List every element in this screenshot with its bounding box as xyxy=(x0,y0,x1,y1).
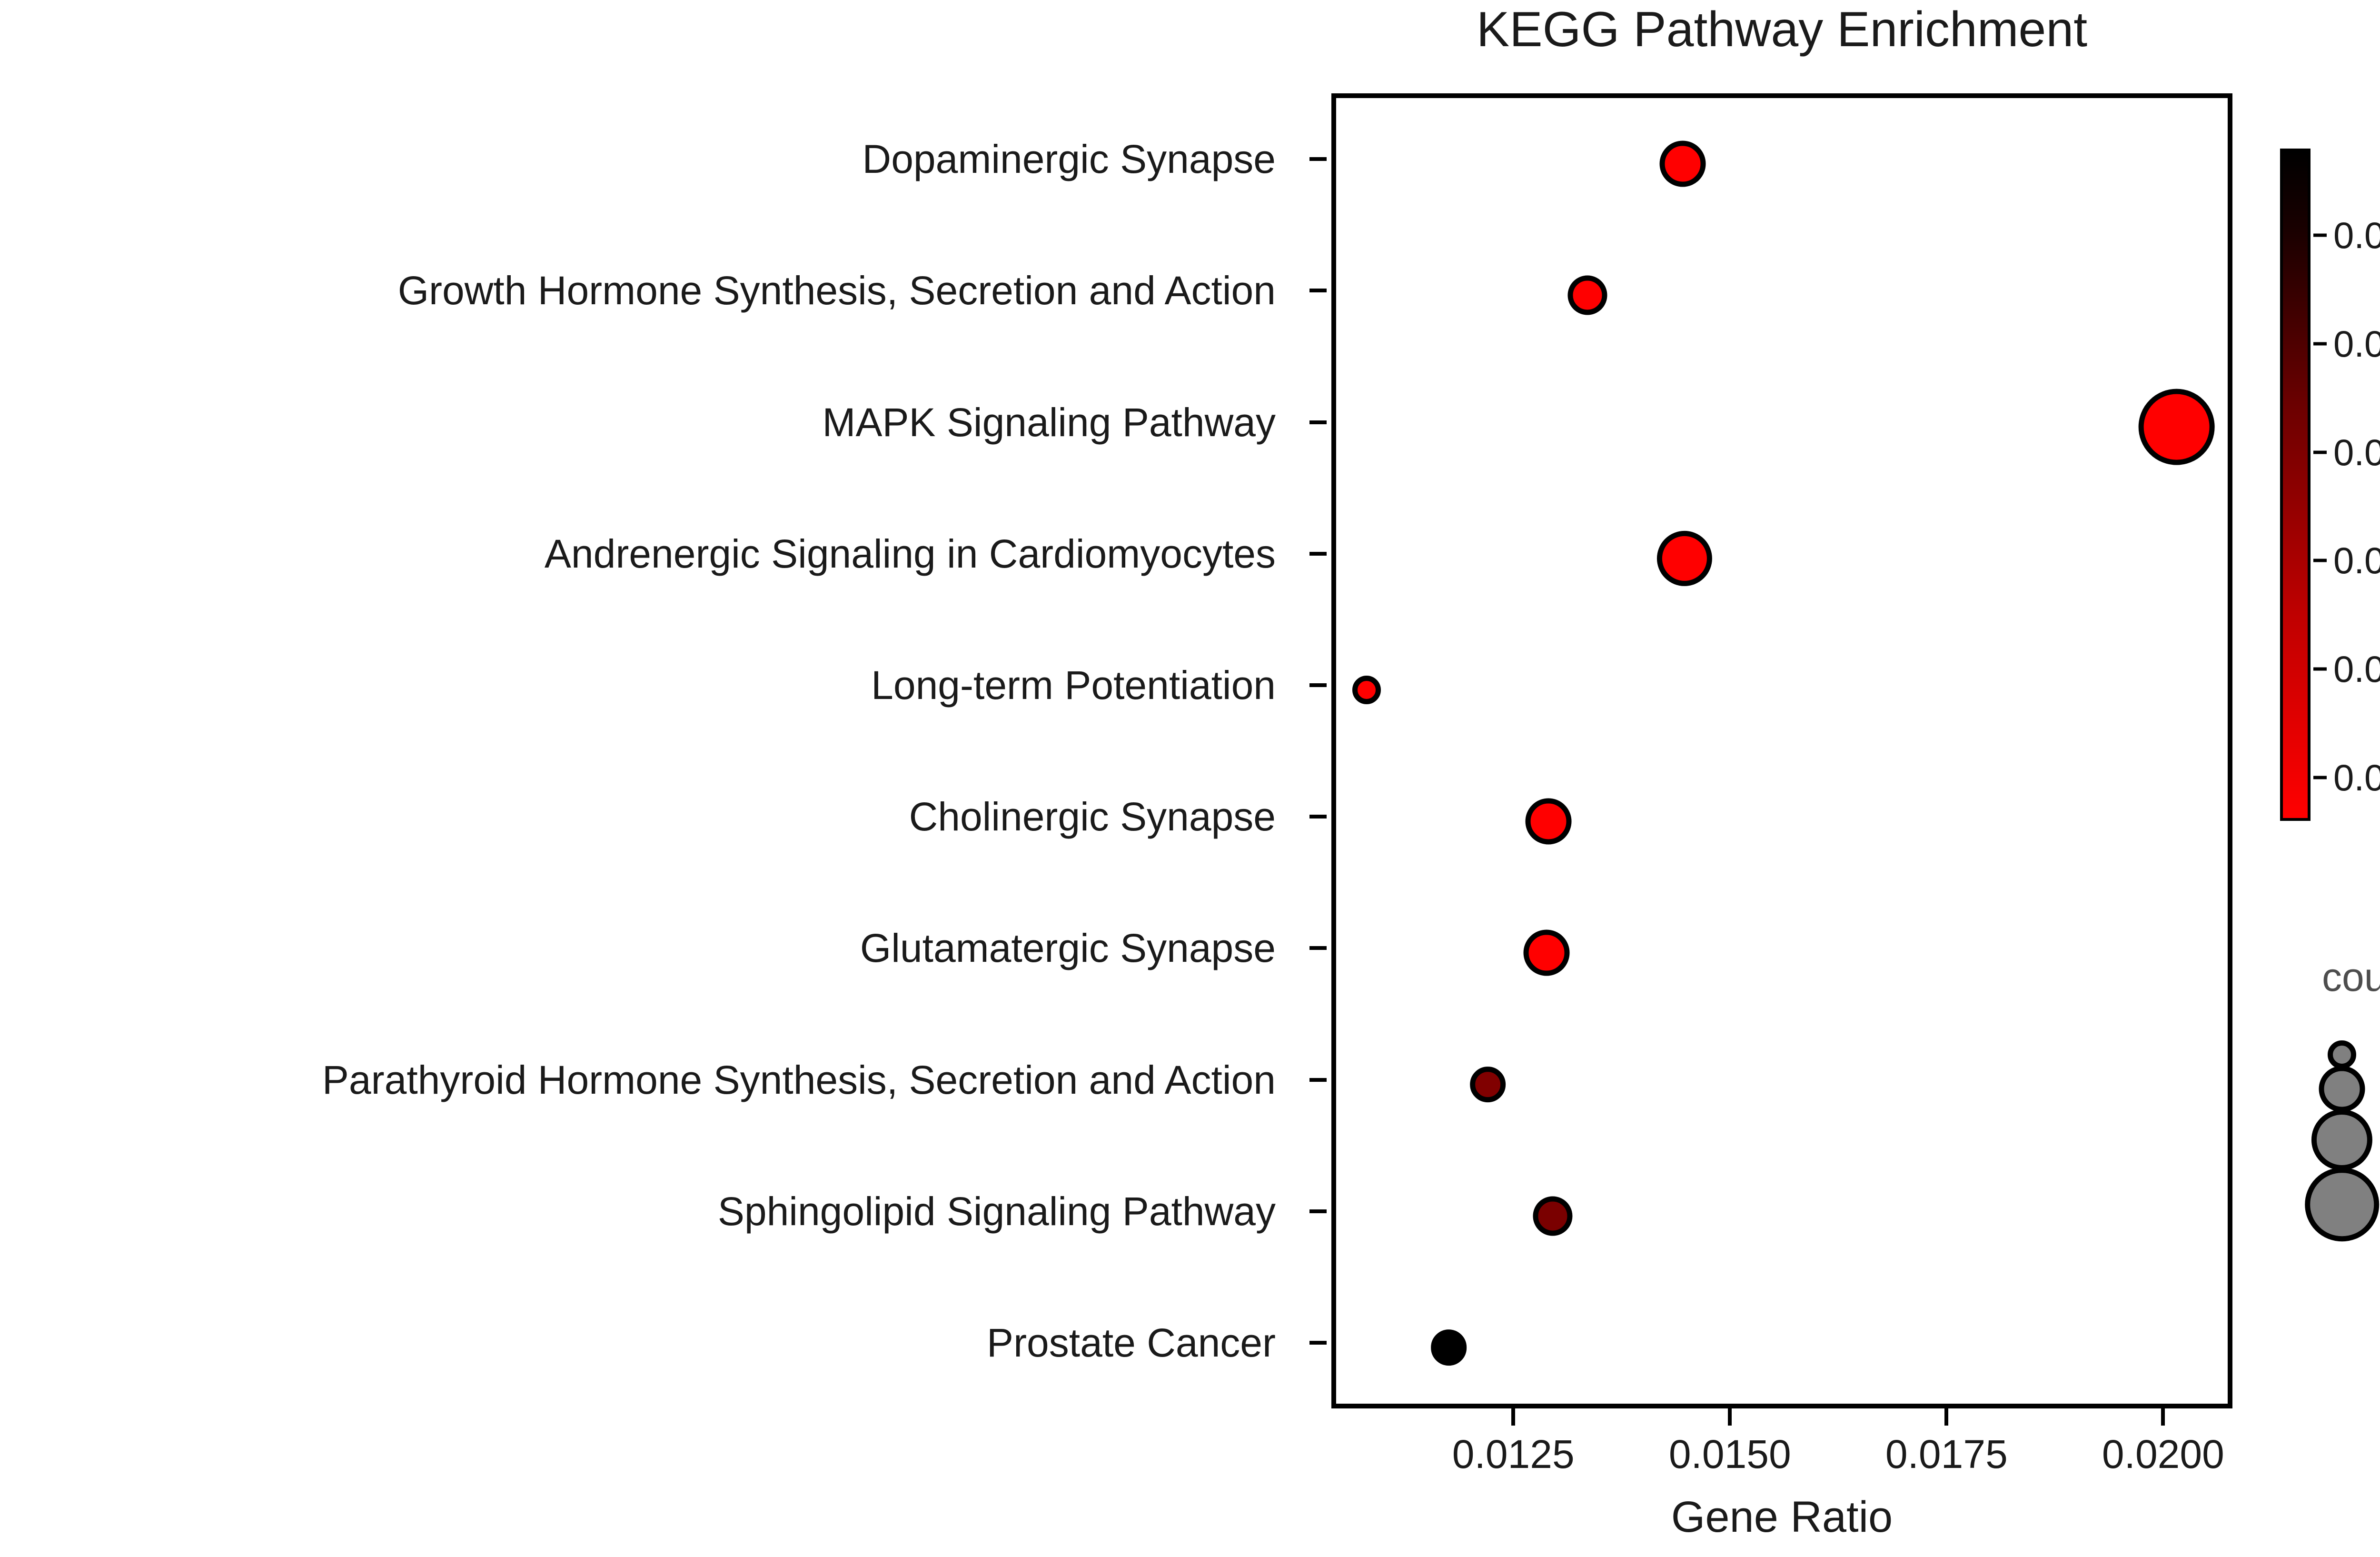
x-axis-tick xyxy=(1511,1408,1516,1426)
scatter-point[interactable] xyxy=(1533,1196,1573,1236)
size-legend-title: count xyxy=(2322,955,2380,999)
scatter-point[interactable] xyxy=(1656,530,1712,586)
size-legend-swatch xyxy=(2311,1109,2373,1171)
colorbar-gradient xyxy=(2280,149,2311,821)
colorbar-tick xyxy=(2313,450,2327,454)
colorbar-tick-label: 0.015 xyxy=(2333,756,2380,798)
chart-title: KEGG Pathway Enrichment xyxy=(1476,2,2088,57)
y-axis-label: Cholinergic Synapse xyxy=(909,794,1276,839)
scatter-point[interactable] xyxy=(1659,140,1706,187)
y-axis-label: Dopaminergic Synapse xyxy=(862,137,1276,182)
scatter-point[interactable] xyxy=(1469,1066,1506,1103)
colorbar-tick xyxy=(2313,233,2327,237)
y-axis-tick xyxy=(1309,289,1327,293)
y-axis-label: MAPK Signaling Pathway xyxy=(822,399,1276,445)
colorbar-tick-label: 0.018 xyxy=(2333,431,2380,473)
colorbar-tick-label: 0.016 xyxy=(2333,648,2380,690)
size-legend-swatch xyxy=(2328,1040,2356,1069)
scatter-point[interactable] xyxy=(1430,1329,1467,1366)
y-axis-tick xyxy=(1309,815,1327,819)
y-axis-tick xyxy=(1309,1209,1327,1213)
y-axis-tick xyxy=(1309,157,1327,161)
colorbar-tick-label: 0.019 xyxy=(2333,322,2380,365)
colorbar-tick-label: 0.020 xyxy=(2333,214,2380,257)
size-legend-swatch xyxy=(2305,1168,2379,1242)
colorbar-legend xyxy=(2280,149,2311,821)
x-axis-tick-label: 0.0125 xyxy=(1452,1432,1575,1477)
size-legend: count 10152025 xyxy=(2266,957,2380,1290)
scatter-points-layer xyxy=(1336,98,2228,1404)
size-legend-swatch xyxy=(2319,1066,2365,1112)
y-axis-label: Prostate Cancer xyxy=(987,1320,1276,1365)
scatter-point[interactable] xyxy=(2138,389,2215,465)
y-axis-tick xyxy=(1309,946,1327,950)
y-axis-label: Growth Hormone Synthesis, Secretion and … xyxy=(397,268,1276,313)
colorbar-tick xyxy=(2313,559,2327,562)
x-axis-title: Gene Ratio xyxy=(1671,1493,1893,1541)
y-axis-label: Long-term Potentiation xyxy=(871,662,1276,708)
colorbar-tick xyxy=(2313,342,2327,346)
x-axis-tick xyxy=(2161,1408,2165,1426)
y-axis-labels: Dopaminergic Synapse Growth Hormone Synth… xyxy=(0,93,1304,1408)
x-axis-tick xyxy=(1944,1408,1949,1426)
y-axis-tick xyxy=(1309,683,1327,687)
x-axis-tick xyxy=(1728,1408,1732,1426)
x-axis-tick-label: 0.0150 xyxy=(1668,1432,1791,1477)
y-axis-label: Sphingolipid Signaling Pathway xyxy=(717,1188,1276,1234)
scatter-point[interactable] xyxy=(1523,929,1570,976)
scatter-point[interactable] xyxy=(1567,275,1607,315)
y-axis-tick xyxy=(1309,1340,1327,1345)
y-axis-tick xyxy=(1309,551,1327,556)
y-axis-label: Parathyroid Hormone Synthesis, Secretion… xyxy=(322,1057,1276,1102)
y-axis-label: Glutamatergic Synapse xyxy=(860,926,1276,971)
y-axis-tick xyxy=(1309,1078,1327,1082)
plot-area xyxy=(1331,93,2232,1408)
x-axis-tick-label: 0.0200 xyxy=(2102,1432,2224,1477)
x-axis-tick-label: 0.0175 xyxy=(1885,1432,2008,1477)
y-axis-label: Andrenergic Signaling in Cardiomyocytes xyxy=(544,531,1276,576)
colorbar-tick xyxy=(2313,776,2327,779)
y-axis-tick xyxy=(1309,420,1327,424)
colorbar-tick-label: 0.017 xyxy=(2333,539,2380,582)
colorbar-tick xyxy=(2313,667,2327,671)
scatter-point[interactable] xyxy=(1525,798,1572,845)
scatter-point[interactable] xyxy=(1352,675,1381,704)
